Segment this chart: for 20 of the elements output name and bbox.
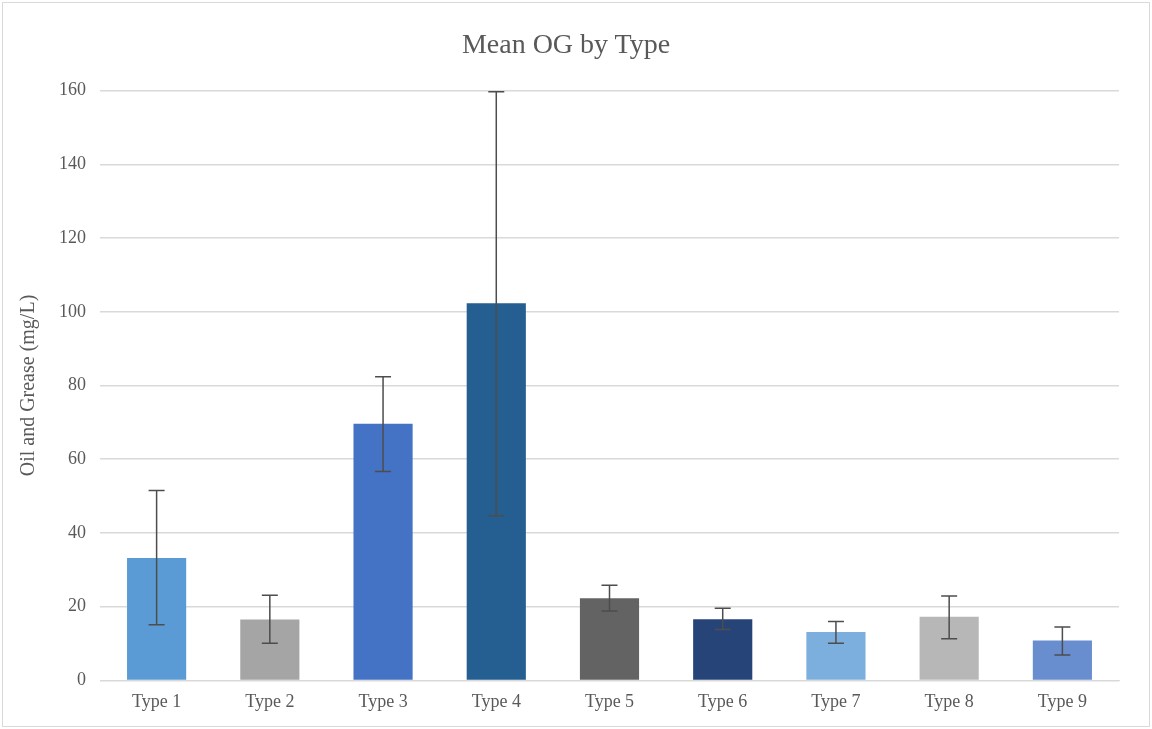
y-axis-title: Oil and Grease (mg/L)	[16, 294, 40, 477]
y-tick-label: 160	[59, 79, 86, 100]
x-tick-label: Type 6	[698, 690, 748, 711]
y-tick-label: 0	[77, 669, 86, 690]
y-tick-label: 40	[68, 521, 86, 542]
chart-title: Mean OG by Type	[461, 28, 671, 60]
x-tick-label: Type 9	[1037, 690, 1088, 711]
x-tick-label: Type 7	[811, 690, 861, 711]
y-tick-label: 120	[59, 226, 86, 247]
y-tick-label: 20	[68, 595, 86, 616]
x-tick-label: Type 3	[358, 690, 408, 711]
x-tick-label: Type 1	[131, 690, 182, 711]
y-tick-label: 100	[59, 300, 86, 321]
x-tick-label: Type 4	[471, 690, 521, 711]
x-tick-label: Type 8	[924, 690, 974, 711]
y-tick-label: 140	[59, 153, 86, 174]
x-tick-label: Type 5	[584, 690, 635, 711]
x-tick-label: Type 2	[245, 690, 295, 711]
y-tick-label: 80	[68, 374, 86, 395]
y-tick-label: 60	[68, 447, 86, 468]
